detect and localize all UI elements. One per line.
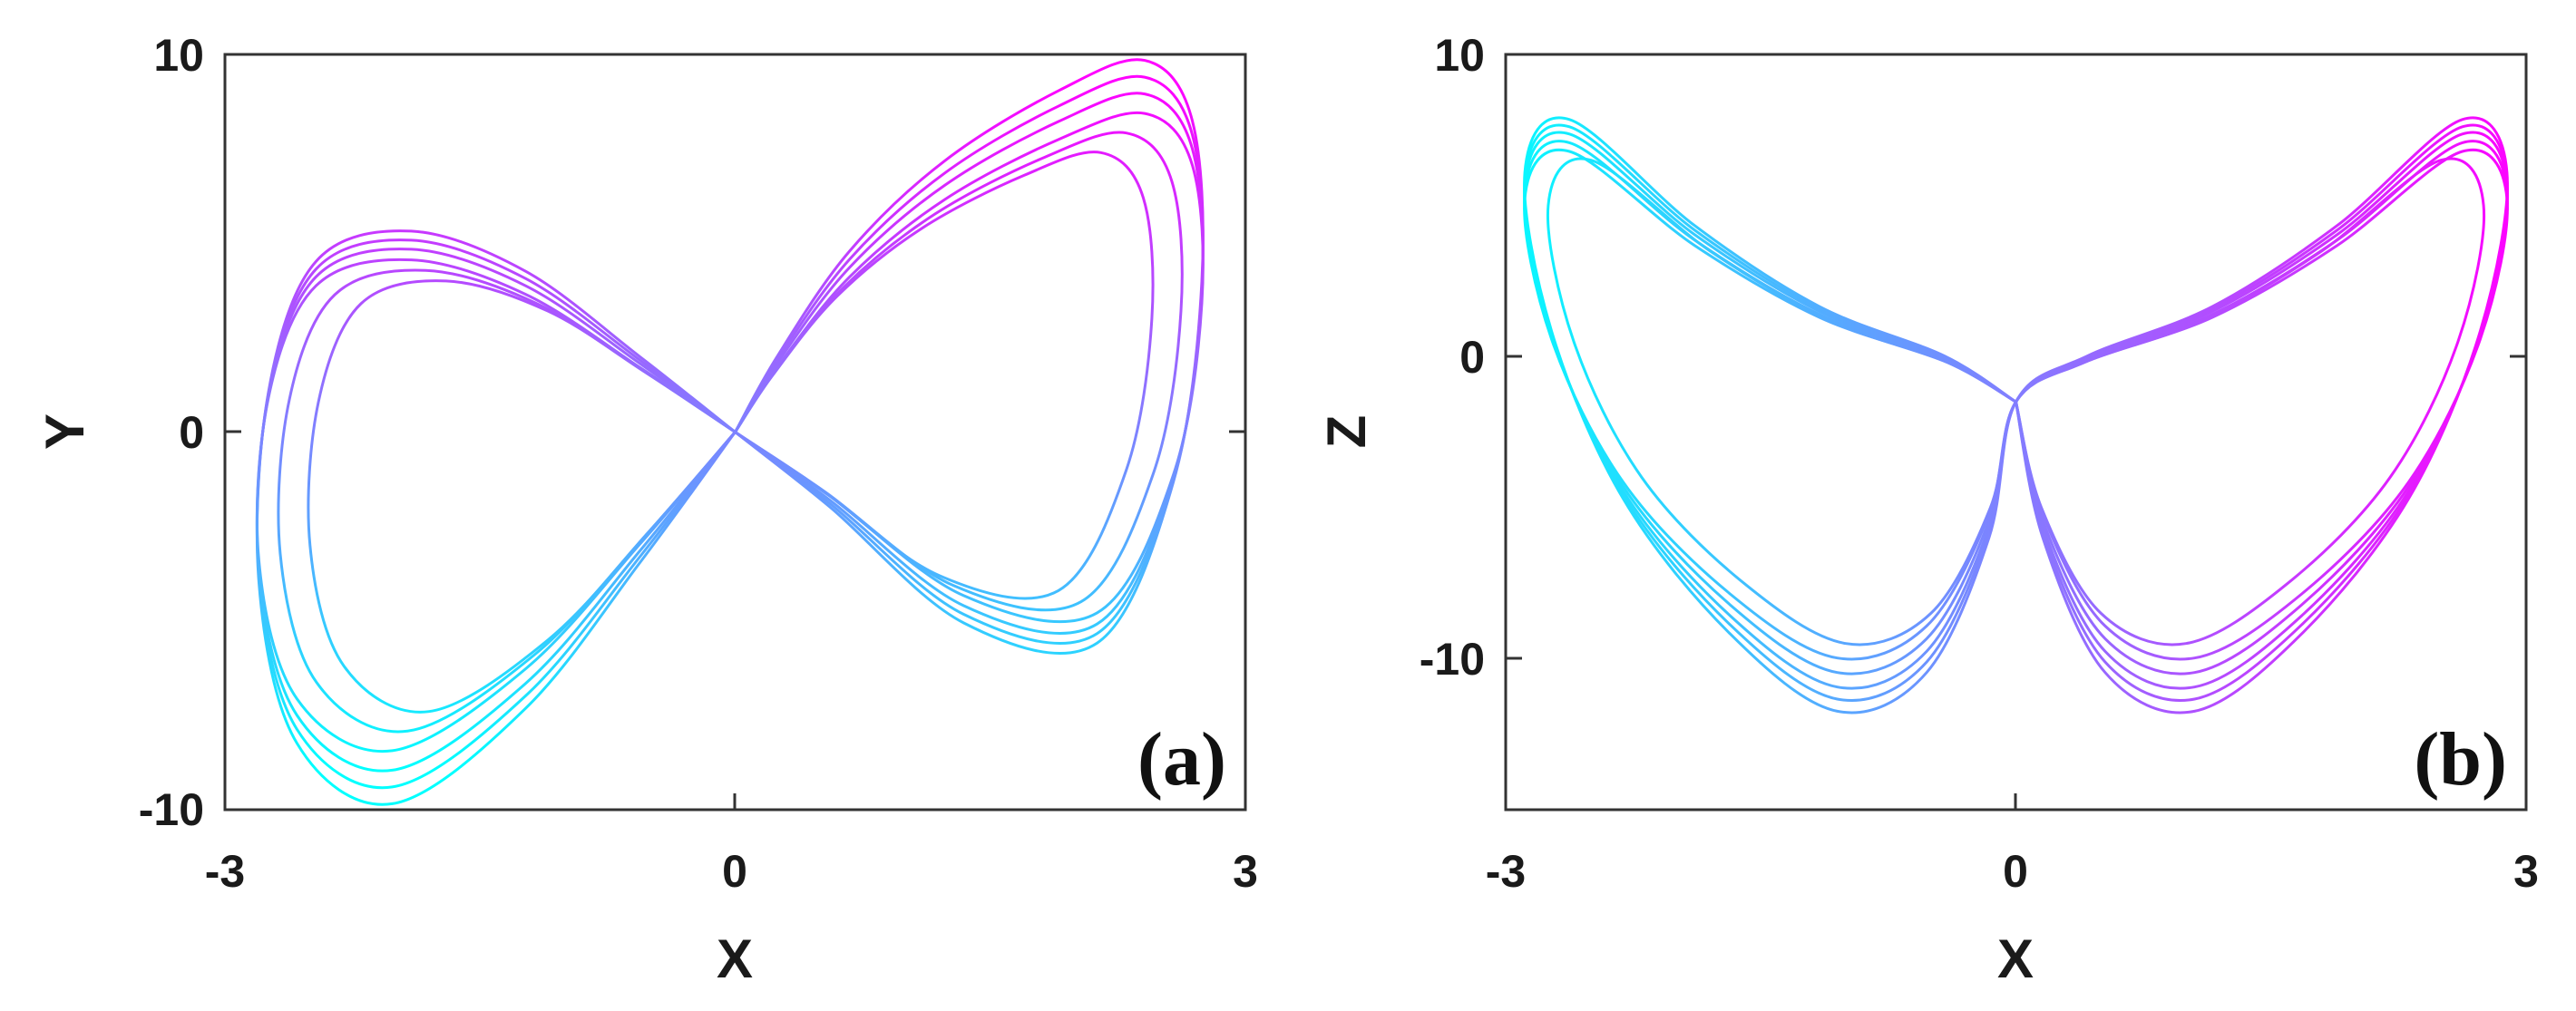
- trajectory-strand-xy-5: [255, 58, 1205, 806]
- xtick-label-a-1: 0: [722, 846, 747, 897]
- ytick-label-b-1: 0: [1459, 332, 1485, 383]
- trajectory-strand-xy-2: [255, 111, 1205, 753]
- panel-a: -3 0 3 -10 0 10 X Y (a): [34, 30, 1258, 989]
- ticks-b: [1504, 53, 2528, 810]
- ytick-label-a-0: -10: [139, 784, 204, 835]
- ylabel-a: Y: [34, 413, 95, 450]
- trajectory-xy: [255, 58, 1205, 806]
- panel-b: -3 0 3 -10 0 10 X Z (b): [1316, 30, 2539, 989]
- panel-label-a: (a): [1137, 717, 1226, 802]
- ylabel-b: Z: [1316, 415, 1377, 449]
- panel-label-b: (b): [2414, 717, 2507, 802]
- trajectory-strand-xy-4: [255, 74, 1205, 790]
- xtick-label-b-1: 0: [2003, 846, 2028, 897]
- xtick-label-a-2: 3: [1233, 846, 1258, 897]
- ticks-a: [223, 53, 1247, 812]
- xtick-label-a-0: -3: [205, 846, 245, 897]
- xtick-label-b-0: -3: [1486, 846, 1526, 897]
- ytick-label-a-2: 10: [153, 30, 204, 81]
- trajectory-strand-xz-4: [1523, 123, 2509, 702]
- trajectory-strand-xy-3: [255, 92, 1205, 773]
- plot-frame-b: [1504, 53, 2528, 812]
- xlabel-b: X: [1997, 928, 2034, 989]
- ytick-label-a-1: 0: [179, 407, 204, 458]
- xtick-label-b-2: 3: [2513, 846, 2539, 897]
- trajectory-xz: [1523, 116, 2509, 715]
- trajectory-strand-xz-5: [1523, 116, 2509, 715]
- ytick-label-b-2: 10: [1434, 30, 1485, 81]
- xlabel-a: X: [717, 928, 753, 989]
- trajectory-strand-xz-3: [1523, 131, 2509, 690]
- ytick-label-b-0: -10: [1420, 634, 1485, 685]
